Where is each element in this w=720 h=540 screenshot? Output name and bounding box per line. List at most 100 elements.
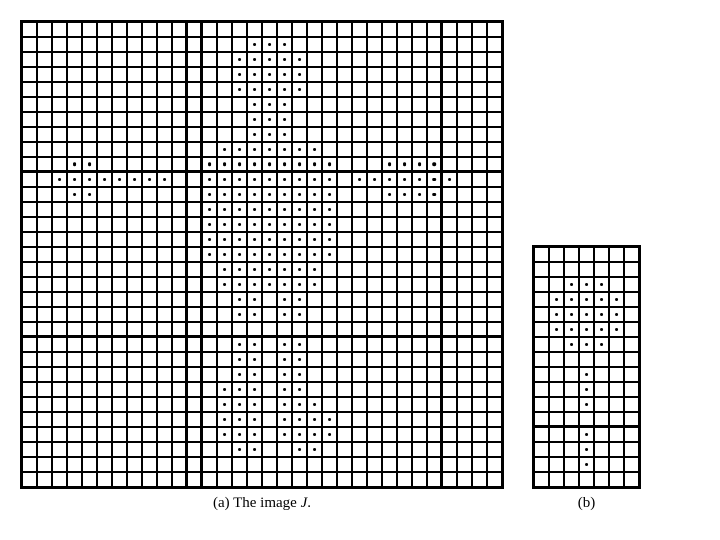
grid-cell (97, 37, 112, 52)
grid-cell (277, 337, 292, 352)
grid-cell (157, 442, 172, 457)
grid-cell (367, 292, 382, 307)
grid-cell (292, 322, 307, 337)
grid-cell (457, 382, 472, 397)
grid-cell (67, 382, 82, 397)
grid-cell (97, 382, 112, 397)
grid-cell (549, 457, 564, 472)
grid-cell (97, 202, 112, 217)
grid-cell (277, 217, 292, 232)
grid-cell (52, 352, 67, 367)
grid-cell (487, 172, 502, 187)
grid-cell (82, 337, 97, 352)
grid-cell (397, 127, 412, 142)
grid-cell (382, 412, 397, 427)
grid-cell (427, 457, 442, 472)
grid-cell (352, 322, 367, 337)
grid-cell (609, 382, 624, 397)
panel-a: (a) The image J. (20, 20, 504, 512)
grid-cell (52, 292, 67, 307)
grid-cell (172, 397, 187, 412)
grid-cell (172, 337, 187, 352)
grid-cell (412, 367, 427, 382)
grid-cell (232, 232, 247, 247)
grid-cell (172, 127, 187, 142)
grid-cell (112, 382, 127, 397)
grid-cell (382, 127, 397, 142)
grid-cell (352, 52, 367, 67)
grid-cell (37, 142, 52, 157)
grid-cell (52, 382, 67, 397)
grid-cell (82, 52, 97, 67)
grid-cell (277, 187, 292, 202)
grid-cell (472, 172, 487, 187)
grid-cell (307, 127, 322, 142)
grid-cell (534, 307, 549, 322)
grid-cell (367, 352, 382, 367)
grid-cell (412, 397, 427, 412)
grid-cell (292, 172, 307, 187)
grid-cell (22, 52, 37, 67)
grid-cell (217, 472, 232, 487)
grid-cell (624, 397, 639, 412)
grid-cell (352, 232, 367, 247)
grid-cell (382, 382, 397, 397)
grid-cell (472, 457, 487, 472)
grid-cell (187, 337, 202, 352)
grid-cell (442, 232, 457, 247)
grid-cell (97, 157, 112, 172)
grid-cell (412, 322, 427, 337)
grid-cell (457, 427, 472, 442)
grid-cell (382, 67, 397, 82)
grid-cell (397, 472, 412, 487)
grid-cell (22, 277, 37, 292)
grid-cell (549, 277, 564, 292)
grid-cell (247, 97, 262, 112)
grid-cell (172, 457, 187, 472)
grid-cell (112, 112, 127, 127)
grid-cell (594, 472, 609, 487)
grid-cell (187, 382, 202, 397)
grid-cell (307, 412, 322, 427)
grid-cell (172, 172, 187, 187)
grid-cell (97, 397, 112, 412)
grid-cell (247, 277, 262, 292)
grid-cell (67, 82, 82, 97)
grid-cell (67, 172, 82, 187)
grid-cell (549, 307, 564, 322)
grid-cell (382, 82, 397, 97)
grid-cell (172, 67, 187, 82)
grid-cell (112, 322, 127, 337)
grid-cell (112, 67, 127, 82)
grid-cell (217, 262, 232, 277)
grid-cell (442, 472, 457, 487)
grid-cell (472, 442, 487, 457)
grid-cell (217, 187, 232, 202)
grid-cell (352, 292, 367, 307)
grid-cell (67, 442, 82, 457)
grid-cell (472, 37, 487, 52)
grid-cell (82, 22, 97, 37)
grid-cell (187, 37, 202, 52)
grid-cell (442, 142, 457, 157)
grid-cell (52, 322, 67, 337)
grid-cell (487, 202, 502, 217)
grid-cell (67, 22, 82, 37)
grid-cell (247, 217, 262, 232)
grid-cell (232, 367, 247, 382)
grid-cell (412, 442, 427, 457)
grid-cell (97, 127, 112, 142)
grid-cell (217, 427, 232, 442)
grid-cell (82, 202, 97, 217)
grid-cell (277, 427, 292, 442)
grid-cell (487, 232, 502, 247)
grid-cell (367, 337, 382, 352)
grid-cell (142, 22, 157, 37)
grid-cell (67, 67, 82, 82)
grid-cell (457, 322, 472, 337)
grid-cell (52, 142, 67, 157)
grid-cell (67, 397, 82, 412)
grid-cell (67, 217, 82, 232)
grid-cell (127, 442, 142, 457)
grid-cell (367, 262, 382, 277)
